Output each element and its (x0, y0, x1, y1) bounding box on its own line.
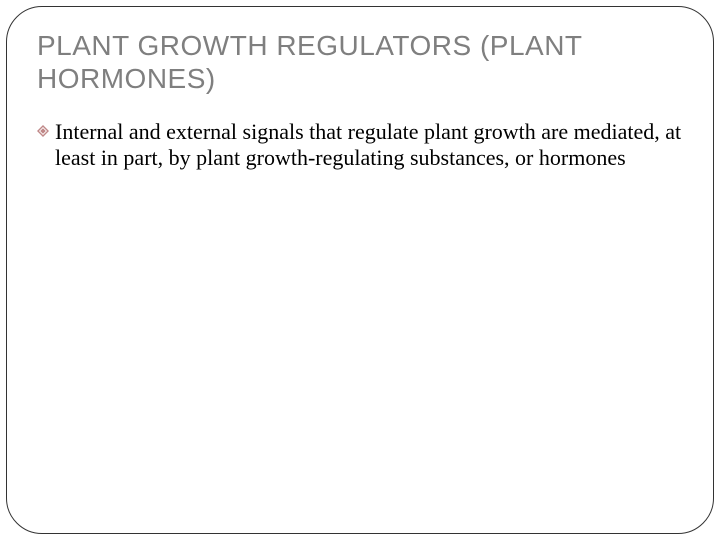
bullet-text: Internal and external signals that regul… (55, 119, 683, 171)
slide-title: PLANT GROWTH REGULATORS (PLANT HORMONES) (37, 29, 683, 95)
diamond-bullet-icon (37, 125, 51, 139)
bullet-item: Internal and external signals that regul… (37, 119, 683, 171)
slide-frame: PLANT GROWTH REGULATORS (PLANT HORMONES)… (6, 6, 714, 534)
